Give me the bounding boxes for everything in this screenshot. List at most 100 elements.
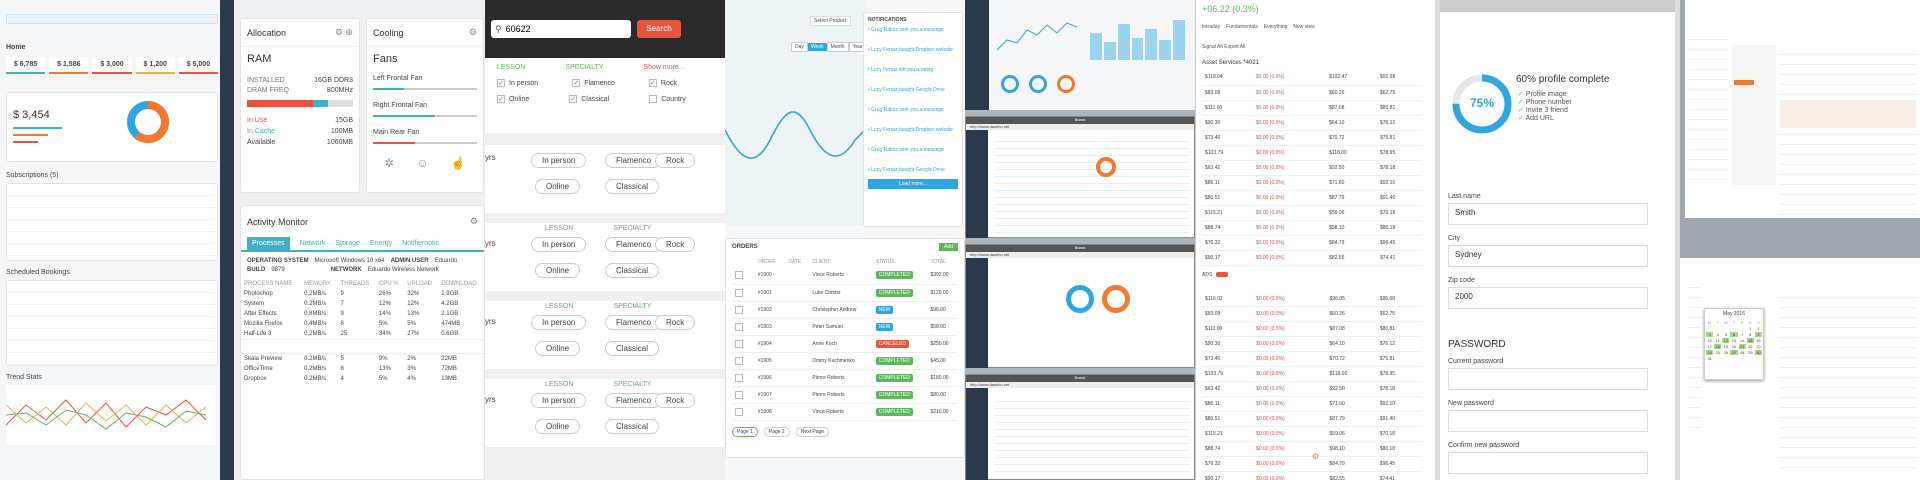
calendar-day[interactable]: 30 <box>1754 350 1762 355</box>
settings-icon[interactable]: ⚙ ⊕ <box>334 27 353 37</box>
table-row[interactable]: $86.11 $0.00 (0.0%) $71.60 $92.10 <box>1202 397 1422 412</box>
range-week-button[interactable]: Week <box>807 43 827 51</box>
stat-card[interactable]: $ 3,000 <box>92 57 132 74</box>
calendar-day[interactable]: 18 <box>1714 344 1722 349</box>
table-row[interactable]: $103.79 $0.00 (0.0%) $118.00 $78.95 <box>1202 367 1422 382</box>
row-checkbox[interactable] <box>732 284 755 301</box>
column-header[interactable]: MEMORY <box>304 281 332 287</box>
pager-page-2[interactable]: Page 2 <box>763 426 790 437</box>
column-header[interactable]: CLIENT <box>812 259 831 265</box>
footer-icon[interactable]: ⚙ <box>1312 452 1320 461</box>
current-password-field[interactable] <box>1448 368 1648 390</box>
confirm-password-field[interactable] <box>1448 452 1648 474</box>
zip-input[interactable] <box>505 24 606 34</box>
tab-fundamentals[interactable]: Fundamentals <box>1226 24 1258 30</box>
calendar-day[interactable]: 20 <box>1731 344 1737 349</box>
table-row[interactable]: $80.51 $0.00 (0.0%) $87.79 $91.40 <box>1202 412 1422 427</box>
calendar-day[interactable]: 24 <box>1706 350 1714 355</box>
tab-network[interactable]: Network <box>299 240 326 247</box>
table-row[interactable]: #1901 Luke Combs COMPLETED $120.00 <box>732 284 958 301</box>
notification-item[interactable]: • Lucy Ferraz left you a rating <box>868 67 934 73</box>
table-row[interactable]: $83.09 $0.00 (0.0%) $60.26 $62.75 <box>1202 307 1422 322</box>
table-row[interactable]: #1902 Christopher Andrew NEW $96.00 <box>732 301 958 318</box>
range-month-button[interactable]: Month <box>826 42 849 52</box>
row-checkbox[interactable] <box>732 369 755 386</box>
table-row[interactable]: #1908 Vince Roberts COMPLETED $210.00 <box>732 403 958 420</box>
tab-storage[interactable]: Storage <box>335 240 360 247</box>
pager-next[interactable]: Next Page <box>795 426 830 437</box>
table-row[interactable]: $88.74 $0.00 (0.0%) $98.10 $80.18 <box>1202 220 1422 235</box>
calendar-day[interactable]: 12 <box>1722 338 1730 343</box>
notification-item[interactable]: • Lucy Ferraz bought Dropbox website <box>868 47 953 53</box>
table-row[interactable]: After Effects 0.8MB/s 9 14% 13% 2.1GB <box>241 309 484 319</box>
table-row[interactable]: #1903 Peter Samuel NEW $58.00 <box>732 318 958 335</box>
notification-item[interactable]: • Greg Rakoz sent you a message <box>868 147 944 153</box>
table-row[interactable]: $115.21 $0.00 (0.0%) $59.06 $70.18 <box>1202 205 1422 220</box>
filter-option[interactable]: ✓ In person <box>497 79 539 87</box>
row-checkbox[interactable] <box>732 335 755 352</box>
table-row[interactable]: $63.42 $0.00 (0.0%) $92.50 $78.18 <box>1202 160 1422 175</box>
checklist-item[interactable]: ✓ Invite 3 friend <box>1518 107 1568 114</box>
table-row[interactable]: #1907 Pierre Roberts COMPLETED $80.00 <box>732 386 958 403</box>
table-row[interactable]: $111.00 $0.00 (0.0%) $87.08 $80.81 <box>1202 100 1422 115</box>
orders-add-button[interactable]: Add <box>939 243 958 251</box>
table-row[interactable]: $83.08 $0.00 (0.0%) $60.26 $62.75 <box>1202 85 1422 100</box>
tab-notifications[interactable]: Notifiernotic <box>402 240 440 247</box>
notification-item[interactable]: • Greg Rakoz sent you a message <box>868 107 944 113</box>
main-fan-slider[interactable] <box>373 142 477 144</box>
result-card[interactable]: LESSON SPECIALTY yrs In person Flamenco R… <box>485 301 725 369</box>
result-card[interactable]: yrs In person Flamenco Rock Online Class… <box>485 145 725 213</box>
table-row[interactable]: Mozilla Firefox 0.4MB/s 8 5% 5% 474MB <box>241 319 484 329</box>
search-button[interactable]: Search <box>637 20 681 38</box>
show-more-link[interactable]: Show more... <box>643 64 685 71</box>
table-row[interactable]: $76.32 $0.00 (0.0%) $84.79 $96.45 <box>1202 457 1422 472</box>
filter-option[interactable]: ✓ Online <box>497 95 530 103</box>
calendar-day[interactable]: 23 <box>1756 344 1761 349</box>
table-row[interactable]: $118.04 $0.00 (0.0%) $102.47 $92.68 <box>1202 70 1422 85</box>
table-row[interactable]: $88.74 $0.00 (0.0%) $98.10 $80.18 <box>1202 442 1422 457</box>
stat-card[interactable]: $ 5,000 <box>178 57 219 74</box>
table-row[interactable]: $90.17 $0.00 (0.0%) $82.55 $74.41 <box>1202 472 1422 480</box>
face-icon[interactable]: ☺ <box>416 156 429 170</box>
notification-item[interactable]: • Lucy Ferraz bought Google Drive <box>868 167 945 173</box>
stat-card[interactable]: $ 1,200 <box>135 57 175 74</box>
sliders-icon[interactable]: ⚙ <box>468 27 477 37</box>
stat-card[interactable]: $ 6,785 <box>6 57 46 74</box>
calendar-day[interactable]: 19 <box>1723 344 1729 349</box>
calendar-day[interactable]: 26 <box>1723 350 1729 355</box>
calendar-day[interactable]: 6 <box>1730 332 1738 337</box>
tab-energy[interactable]: Energy <box>369 240 393 247</box>
row-checkbox[interactable] <box>732 318 755 335</box>
calendar-day[interactable]: 8 <box>1749 332 1752 337</box>
calendar-day[interactable]: 29 <box>1748 350 1753 355</box>
calendar-day[interactable]: 3 <box>1706 332 1714 337</box>
table-row[interactable]: $80.51 $0.00 (0.0%) $87.79 $91.40 <box>1202 190 1422 205</box>
calendar-day[interactable]: 4 <box>1716 332 1719 337</box>
tab-everything[interactable]: Everything <box>1263 24 1288 30</box>
fan-icon[interactable]: ✲ <box>384 156 395 170</box>
row-checkbox[interactable] <box>732 403 755 420</box>
table-row[interactable]: $73.40 $0.00 (0.0%) $70.72 $75.81 <box>1202 352 1422 367</box>
calendar-day[interactable]: 14 <box>1739 338 1745 343</box>
table-row[interactable]: $86.11 $0.00 (0.0%) $71.60 $92.10 <box>1202 175 1422 190</box>
result-card[interactable]: LESSON SPECIALTY yrs In person Flamenco R… <box>485 379 725 447</box>
calendar-day[interactable]: 15 <box>1746 338 1754 343</box>
checklist-item[interactable]: ✓ Phone number <box>1518 99 1572 106</box>
table-row[interactable]: $111.00 $0.00 (0.0%) $87.08 $80.81 <box>1202 322 1422 337</box>
filter-option[interactable]: ✓ Rock <box>648 79 677 87</box>
new-password-field[interactable] <box>1448 410 1648 432</box>
calendar-day[interactable]: 11 <box>1715 338 1720 343</box>
table-row[interactable]: Skala Preview 0.2MB/s 5 9% 2% 22MB <box>241 354 484 365</box>
filter-option[interactable]: ✓ Flamenco <box>572 79 615 87</box>
hand-icon[interactable]: ☝ <box>450 156 466 170</box>
row-checkbox[interactable] <box>732 301 755 318</box>
table-row[interactable]: $103.79 $0.00 (0.0%) $118.00 $78.95 <box>1202 145 1422 160</box>
notification-item[interactable]: • Greg Rakoz sent you a message <box>868 27 944 33</box>
sliders-icon[interactable]: ⚙ <box>469 216 478 226</box>
table-row[interactable]: #1904 Anne Koch CANCELED $250.00 <box>732 335 958 352</box>
table-row[interactable]: $90.30 $0.00 (0.0%) $64.10 $76.12 <box>1202 337 1422 352</box>
calendar-day[interactable]: 2 <box>1757 326 1760 331</box>
table-row[interactable]: #1906 Pierre Roberts COMPLETED $180.00 <box>732 369 958 386</box>
column-header[interactable]: DATE <box>788 259 802 265</box>
pager-page-1[interactable]: Page 1 <box>732 426 758 437</box>
